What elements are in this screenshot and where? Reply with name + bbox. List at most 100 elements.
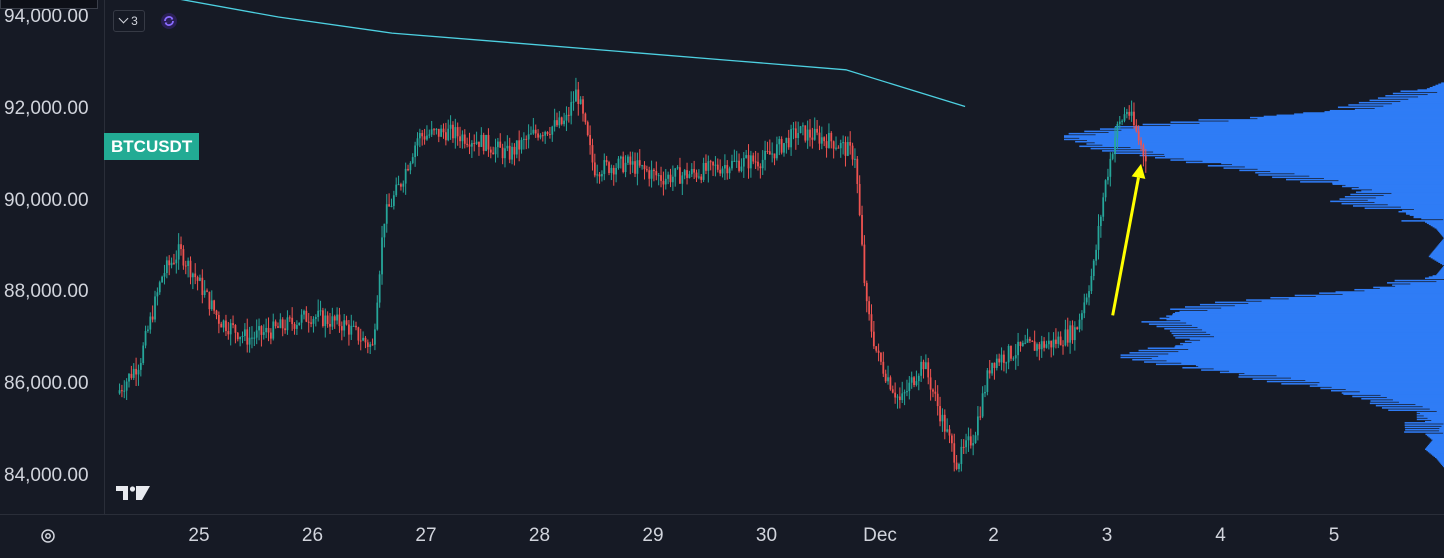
candle-body <box>804 125 807 141</box>
volume-profile-bar <box>1431 440 1444 442</box>
candle <box>837 145 840 149</box>
candle <box>572 91 575 111</box>
volume-profile-bar <box>1199 303 1444 306</box>
candle <box>199 274 201 282</box>
candle-body <box>667 174 670 179</box>
volume-profile-bar <box>1332 183 1444 185</box>
candle-body <box>1118 121 1121 124</box>
volume-profile-bar <box>1345 184 1444 187</box>
candle-body <box>139 363 142 370</box>
volume-profile-bar <box>1084 130 1444 133</box>
candle <box>1140 137 1142 152</box>
candle-body <box>683 170 686 176</box>
candle-body <box>572 101 575 103</box>
candle <box>809 119 811 147</box>
volume-profile-bar <box>1436 457 1444 460</box>
volume-profile-bar <box>1439 461 1444 463</box>
candle <box>430 120 433 137</box>
candle-body <box>622 156 625 173</box>
volume-profile-bar <box>1436 410 1444 413</box>
candle-body <box>615 167 618 175</box>
volume-profile-bar <box>1430 441 1444 444</box>
volume-profile-bar <box>1228 120 1444 122</box>
candle <box>858 175 861 217</box>
candle <box>303 309 305 320</box>
volume-profile-bar <box>1417 89 1444 91</box>
candle <box>778 136 781 156</box>
candle <box>766 141 769 155</box>
candle-body <box>591 145 594 163</box>
volume-profile-bar <box>1086 143 1444 145</box>
candle-body <box>319 310 322 312</box>
candle-body <box>1000 354 1003 363</box>
candle-body <box>1078 319 1081 330</box>
candle <box>991 362 993 376</box>
candle <box>1017 332 1019 367</box>
candle <box>993 362 996 380</box>
volume-profile-bar <box>1405 212 1444 214</box>
candle <box>976 406 979 441</box>
candle-body <box>1019 341 1022 346</box>
volume-profile-bar <box>1294 294 1444 297</box>
candle-body <box>702 162 705 180</box>
price-chart-plot[interactable] <box>0 0 1444 514</box>
candle-body <box>662 180 665 185</box>
volume-profile-bar <box>1281 383 1444 385</box>
candle <box>1014 344 1017 370</box>
candle <box>222 319 225 333</box>
candle <box>667 171 670 185</box>
volume-profile-bar <box>1147 347 1444 350</box>
candle <box>1033 330 1036 351</box>
volume-profile-bar <box>1373 286 1444 289</box>
candle-body <box>478 141 480 147</box>
candle <box>383 223 386 248</box>
candle <box>390 198 393 208</box>
volume-profile-bar <box>1427 93 1444 96</box>
candle <box>151 305 154 323</box>
price-axis[interactable]: 94,000.00 92,000.00 90,000.00 88,000.00 86,0… <box>0 0 104 514</box>
candle <box>560 116 563 126</box>
candle-body <box>274 321 277 327</box>
candle-body <box>976 416 979 436</box>
candle-body <box>889 377 892 390</box>
volume-profile-bar <box>1206 331 1444 333</box>
candle-body <box>1109 158 1112 177</box>
volume-profile-bar <box>1138 349 1444 352</box>
volume-profile-bar <box>1330 389 1444 392</box>
candle <box>515 140 518 159</box>
volume-profile-bar <box>1113 152 1444 154</box>
candle <box>265 318 268 339</box>
candle <box>676 165 679 170</box>
tradingview-logo[interactable] <box>116 484 150 502</box>
volume-profile-bar <box>1425 447 1444 449</box>
time-tick-label: 4 <box>1215 525 1226 546</box>
volume-profile-bar <box>1248 302 1444 305</box>
candle <box>392 190 395 210</box>
annotation-arrow-head <box>1131 163 1146 179</box>
candle <box>475 131 478 145</box>
candle-body <box>830 132 833 142</box>
candle-body <box>920 361 923 376</box>
candle-body <box>856 158 859 184</box>
price-tick-label: 86,000.00 <box>4 373 89 395</box>
sync-icon[interactable] <box>160 12 178 30</box>
volume-profile-bar <box>1432 454 1444 456</box>
settings-gear-icon[interactable] <box>38 526 58 546</box>
candle-body <box>1038 344 1041 350</box>
candle <box>1109 152 1112 187</box>
volume-profile-bar <box>1345 388 1444 391</box>
candle <box>780 136 783 155</box>
candle <box>950 433 953 452</box>
candle <box>887 365 889 385</box>
candle-body <box>981 393 984 417</box>
candle-body <box>653 169 655 172</box>
candle-body <box>314 317 317 319</box>
candle-body <box>513 146 516 155</box>
candle <box>454 118 457 149</box>
candle <box>565 106 568 132</box>
volume-profile-bar <box>1213 368 1444 370</box>
indicators-toggle-button[interactable]: 3 <box>113 10 145 32</box>
time-axis[interactable]: 25 26 27 28 29 30 Dec 2 3 4 5 <box>0 514 1444 558</box>
candle <box>246 318 249 353</box>
